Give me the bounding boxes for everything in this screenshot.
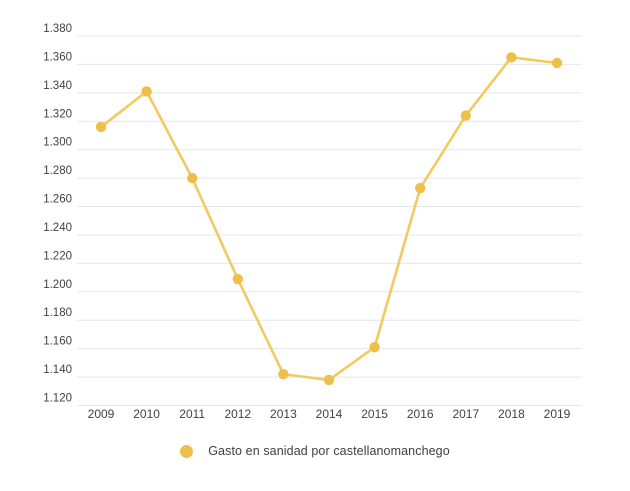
- y-axis-tick-label: 1.140: [43, 364, 72, 376]
- legend-series-label: Gasto en sanidad por castellanomanchego: [208, 444, 450, 458]
- y-axis-tick-label: 1.160: [43, 336, 72, 348]
- y-axis-tick-label: 1.120: [43, 393, 72, 405]
- y-axis-tick-label: 1.280: [43, 165, 72, 177]
- x-axis-tick-label: 2013: [270, 407, 297, 421]
- legend-series-dot-icon: [180, 444, 194, 458]
- y-axis-tick-label: 1.380: [43, 23, 72, 35]
- x-axis-tick-label: 2019: [544, 407, 571, 421]
- data-point[interactable]: [187, 172, 198, 184]
- y-axis-tick-label: 1.360: [43, 51, 72, 63]
- data-point[interactable]: [369, 342, 380, 353]
- series-line: [99, 56, 559, 382]
- x-axis-tick-label: 2015: [361, 407, 388, 421]
- y-axis-tick-label: 1.200: [43, 279, 72, 291]
- data-point[interactable]: [415, 182, 426, 194]
- y-axis-tick-label: 1.260: [43, 194, 72, 206]
- y-axis-tick-label: 1.340: [43, 80, 72, 92]
- x-axis-tick-label: 2018: [498, 407, 525, 421]
- y-axis-tick-label: 1.320: [43, 108, 72, 120]
- x-axis-tick-label: 2012: [224, 407, 251, 421]
- chart-legend: Gasto en sanidad por castellanomanchego: [0, 441, 630, 461]
- data-point[interactable]: [141, 86, 152, 97]
- data-point[interactable]: [551, 57, 563, 69]
- data-point[interactable]: [278, 369, 289, 380]
- data-point[interactable]: [323, 374, 335, 386]
- data-point[interactable]: [460, 110, 471, 121]
- x-axis-tick-label: 2017: [452, 407, 479, 421]
- x-axis-tick-label: 2010: [133, 407, 160, 421]
- chart-plot-area: 1.380 1.360 1.340 1.320 1.300 1.280 1.260 1.240…: [43, 23, 582, 421]
- y-axis-tick-label: 1.300: [43, 137, 72, 149]
- data-point[interactable]: [506, 52, 517, 63]
- y-axis-tick-label: 1.240: [43, 222, 72, 234]
- x-axis-tick-label: 2014: [316, 407, 343, 421]
- y-axis-tick-label: 1.220: [43, 250, 72, 262]
- data-point[interactable]: [95, 121, 107, 133]
- x-axis-tick-label: 2016: [407, 407, 434, 421]
- data-point[interactable]: [232, 273, 243, 285]
- y-axis-tick-label: 1.180: [43, 307, 72, 319]
- x-axis-tick-label: 2011: [179, 407, 205, 421]
- x-axis-tick-label: 2009: [88, 407, 115, 421]
